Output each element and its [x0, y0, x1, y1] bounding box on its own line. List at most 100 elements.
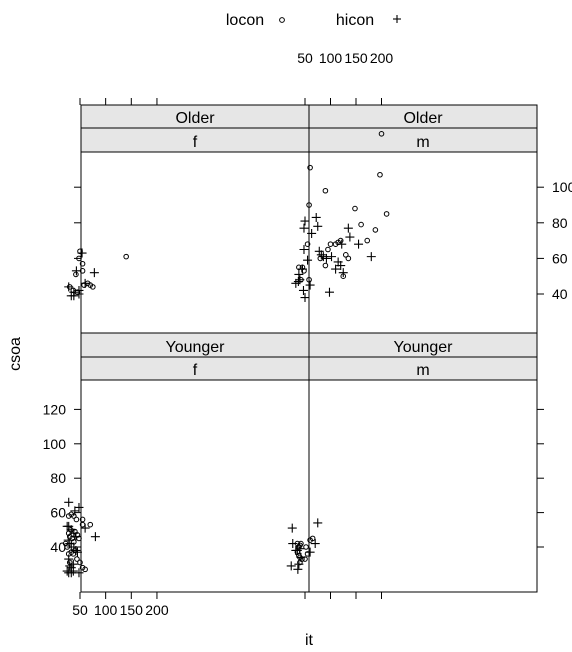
y-axis-title: csoa	[7, 337, 24, 371]
point-hicon-younger-f-0	[64, 497, 74, 507]
point-hicon-older-m-29	[299, 245, 309, 254]
point-hicon-younger-f-3	[80, 523, 90, 533]
tick-label-top-100: 100	[319, 50, 343, 66]
point-locon-younger-f-18	[74, 556, 80, 562]
point-hicon-older-m-23	[295, 275, 305, 285]
point-hicon-younger-m-9	[305, 547, 315, 557]
point-hicon-older-f-1	[71, 266, 81, 276]
point-hicon-younger-f-22	[66, 568, 76, 578]
tick-label-right-60: 60	[552, 250, 568, 266]
point-hicon-younger-m-10	[286, 561, 296, 571]
tick-label-left-60: 60	[50, 505, 66, 521]
point-hicon-older-m-17	[297, 264, 307, 274]
strip-age-label-younger-m: Younger	[393, 339, 453, 356]
point-hicon-younger-f-4	[90, 532, 100, 542]
strip-sex-older-m	[308, 127, 538, 153]
point-locon-older-m-4	[383, 211, 390, 217]
point-locon-older-m-12	[372, 227, 379, 233]
point-hicon-older-m-2	[313, 221, 323, 231]
point-hicon-younger-f-23	[68, 566, 78, 576]
point-locon-older-m-11	[345, 255, 352, 262]
point-hicon-older-m-9	[354, 239, 364, 249]
point-locon-older-m-14	[304, 241, 311, 247]
point-locon-younger-m-3	[298, 540, 304, 547]
point-locon-older-m-10	[343, 252, 349, 258]
point-locon-older-m-7	[358, 221, 364, 228]
point-hicon-older-m-1	[300, 216, 310, 226]
point-locon-older-m-16	[306, 276, 312, 283]
point-locon-younger-f-2	[71, 513, 77, 519]
point-locon-younger-f-23	[77, 559, 83, 566]
point-hicon-older-m-11	[316, 250, 326, 260]
point-hicon-older-m-3	[299, 223, 309, 233]
point-hicon-older-m-10	[314, 246, 324, 256]
point-hicon-older-m-19	[338, 268, 348, 278]
point-locon-younger-f-25	[82, 566, 88, 573]
point-hicon-younger-f-17	[65, 561, 75, 571]
tick-label-top-200: 200	[370, 50, 394, 66]
strip-sex-label-younger-m: m	[416, 362, 429, 379]
point-locon-younger-m-9	[302, 556, 308, 562]
strip-age-younger-m	[308, 332, 538, 358]
strip-sex-label-older-f: f	[193, 134, 198, 151]
point-hicon-younger-f-16	[64, 554, 74, 564]
tick-label-bottom-150: 150	[120, 602, 144, 618]
point-locon-younger-f-4	[79, 516, 86, 523]
point-hicon-younger-f-9	[71, 532, 81, 542]
tick-label-bottom-50: 50	[72, 602, 88, 618]
tick-label-left-120: 120	[43, 401, 67, 417]
point-hicon-older-m-8	[345, 232, 355, 242]
point-hicon-older-m-16	[336, 261, 346, 271]
point-hicon-older-m-18	[331, 264, 341, 274]
point-locon-older-f-12	[123, 253, 129, 260]
point-hicon-younger-m-6	[296, 552, 306, 562]
point-hicon-younger-m-11	[293, 564, 303, 574]
tick-label-top-150: 150	[344, 50, 368, 66]
point-locon-older-m-6	[352, 205, 358, 212]
tick-label-left-100: 100	[43, 436, 67, 452]
point-locon-older-m-13	[364, 237, 371, 244]
point-locon-older-m-20	[327, 241, 334, 247]
tick-label-bottom-100: 100	[94, 602, 118, 618]
point-locon-older-m-2	[377, 171, 383, 178]
point-hicon-younger-f-2	[70, 506, 80, 516]
strip-sex-older-f	[80, 127, 310, 153]
tick-label-left-40: 40	[50, 539, 66, 555]
panel-younger-m	[308, 379, 538, 593]
point-locon-older-m-0	[378, 131, 385, 137]
point-hicon-older-m-13	[327, 252, 337, 262]
tick-label-left-80: 80	[50, 470, 66, 486]
point-locon-younger-m-13	[309, 535, 316, 542]
point-hicon-older-m-4	[343, 223, 353, 233]
point-hicon-older-m-0	[311, 212, 321, 222]
point-hicon-older-m-28	[303, 255, 313, 265]
tick-label-right-40: 40	[552, 286, 568, 302]
tick-label-right-80: 80	[552, 215, 568, 231]
point-hicon-younger-m-0	[287, 523, 297, 533]
point-hicon-older-f-7	[69, 291, 79, 301]
legend-symbol-locon	[279, 17, 285, 23]
point-hicon-older-m-24	[305, 280, 315, 290]
point-hicon-older-m-27	[300, 293, 310, 303]
legend-label-locon: locon	[226, 12, 264, 29]
point-hicon-older-m-5	[307, 228, 317, 238]
point-hicon-older-m-14	[321, 253, 331, 263]
tick-label-bottom-200: 200	[145, 602, 169, 618]
point-hicon-younger-m-5	[295, 544, 305, 554]
point-hicon-younger-f-24	[74, 568, 84, 578]
point-hicon-older-f-0	[77, 248, 87, 258]
tick-label-top-50: 50	[297, 50, 313, 66]
point-locon-older-f-2	[79, 260, 86, 267]
point-hicon-older-f-9	[89, 268, 99, 278]
point-hicon-older-m-22	[293, 277, 303, 287]
point-hicon-younger-m-7	[294, 559, 304, 569]
point-locon-younger-m-8	[297, 559, 303, 566]
point-hicon-older-m-25	[298, 285, 308, 295]
panel-younger-f	[80, 379, 310, 593]
strip-age-label-older-f: Older	[175, 110, 215, 127]
point-locon-older-m-19	[325, 246, 331, 253]
point-locon-older-m-5	[306, 202, 312, 208]
point-locon-older-m-1	[307, 164, 313, 171]
tick-label-right-100: 100	[552, 179, 572, 195]
